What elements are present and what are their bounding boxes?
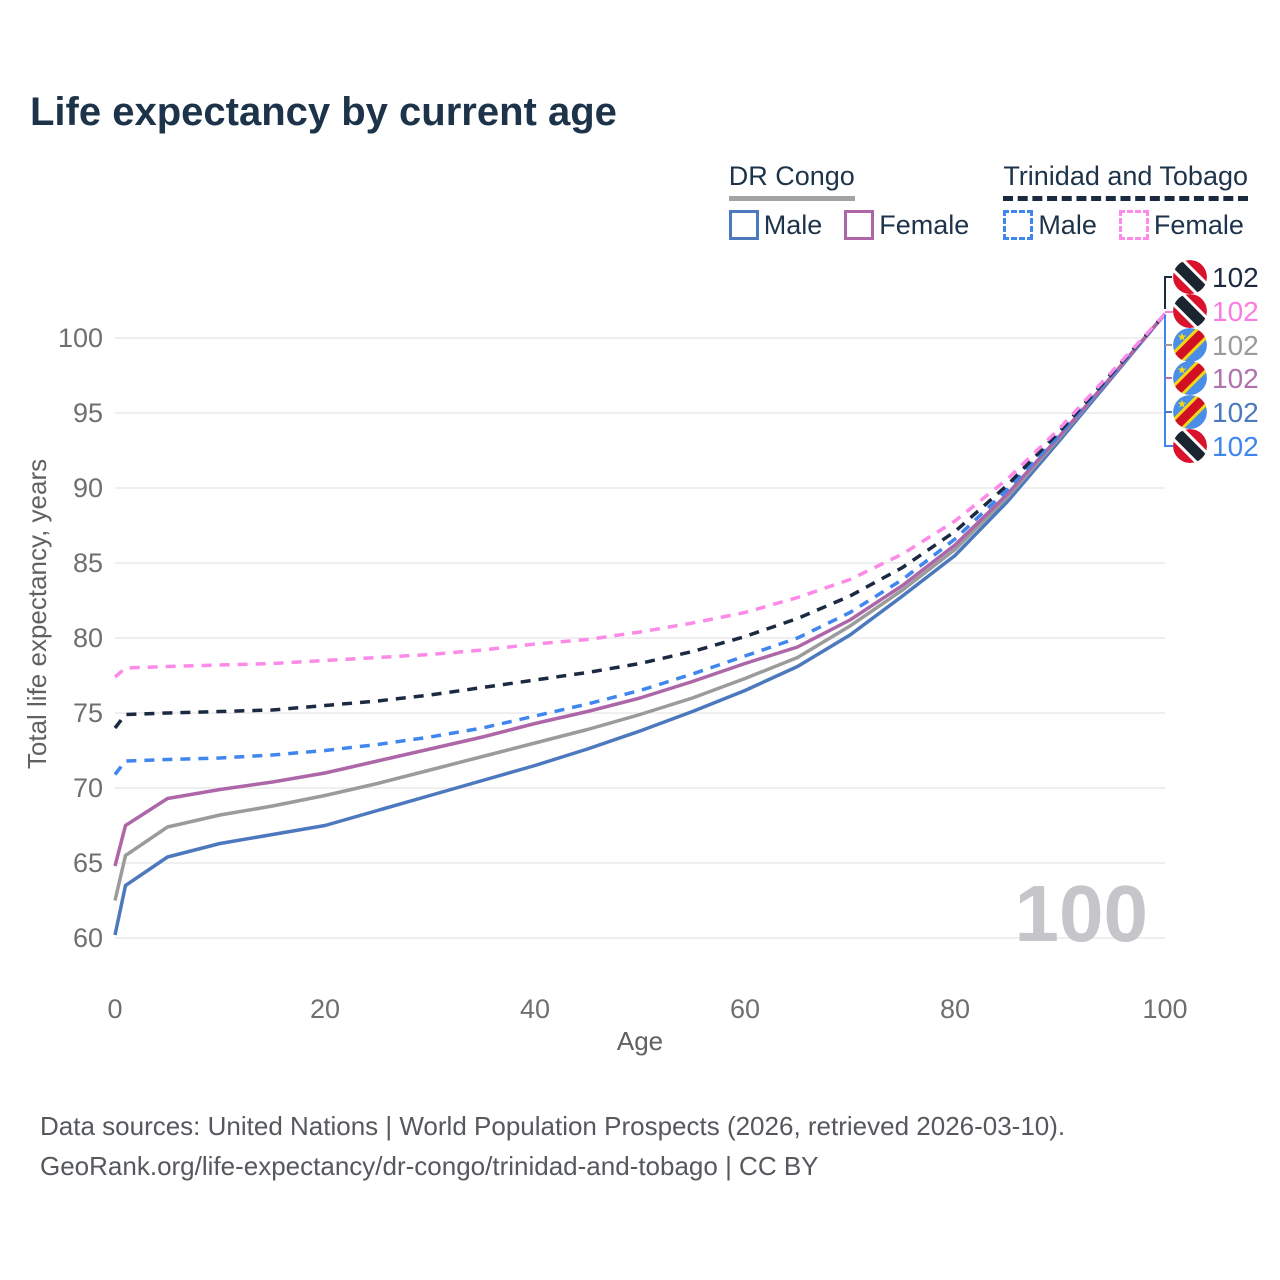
legend-item-label: Male bbox=[1038, 209, 1097, 240]
y-tick-label: 90 bbox=[73, 473, 103, 503]
legend-item-dr-congo-male[interactable]: Male bbox=[728, 209, 823, 241]
footer-line-2: GeoRank.org/life-expectancy/dr-congo/tri… bbox=[40, 1151, 819, 1181]
end-value-label: 102 bbox=[1212, 363, 1259, 394]
data-sources-footer: Data sources: United Nations | World Pop… bbox=[40, 1106, 1065, 1186]
end-value-label: 102 bbox=[1212, 431, 1259, 462]
legend-header-trinidad-and-tobago: Trinidad and Tobago bbox=[1003, 161, 1248, 201]
leader-line bbox=[1164, 315, 1173, 447]
x-axis-title: Age bbox=[617, 1026, 663, 1056]
y-tick-label: 70 bbox=[73, 773, 103, 803]
series-line-trinidad-and-tobago-both bbox=[113, 312, 1167, 730]
x-tick-label: 0 bbox=[107, 994, 122, 1024]
dashed-line-swatch-icon bbox=[1118, 210, 1149, 241]
legend-group-dr-congo: DR Congo Male Female bbox=[728, 161, 969, 241]
y-tick-label: 80 bbox=[73, 623, 103, 653]
series-line-dr-congo-female bbox=[113, 312, 1167, 867]
y-tick-label: 100 bbox=[58, 323, 103, 353]
end-value-label: 102 bbox=[1212, 262, 1259, 293]
legend-header-dr-congo: DR Congo bbox=[728, 161, 855, 201]
y-tick-label: 60 bbox=[73, 923, 103, 953]
dr-congo-flag-icon bbox=[1166, 388, 1213, 435]
footer-line-1: Data sources: United Nations | World Pop… bbox=[40, 1111, 1066, 1141]
y-tick-label: 85 bbox=[73, 548, 103, 578]
legend-item-trinidad-male[interactable]: Male bbox=[1003, 210, 1097, 241]
legend-item-label: Female bbox=[879, 209, 970, 240]
age-counter-watermark: 100 bbox=[1015, 869, 1148, 958]
x-tick-label: 80 bbox=[940, 994, 970, 1024]
y-axis-title: Total life expectancy, years bbox=[22, 459, 52, 769]
leader-line bbox=[1164, 276, 1172, 309]
y-tick-label: 75 bbox=[73, 698, 103, 728]
dashed-line-swatch-icon bbox=[1003, 210, 1034, 241]
end-value-label: 102 bbox=[1212, 397, 1259, 428]
series-line-trinidad-and-tobago-female bbox=[113, 312, 1167, 679]
line-swatch-icon bbox=[844, 210, 875, 241]
end-value-label: 102 bbox=[1212, 330, 1259, 361]
legend-item-label: Female bbox=[1153, 209, 1244, 240]
legend-group-trinidad-and-tobago: Trinidad and Tobago Male Female bbox=[1003, 161, 1248, 241]
legend-item-trinidad-female[interactable]: Female bbox=[1118, 209, 1244, 241]
dr-congo-flag-icon bbox=[1166, 354, 1213, 401]
legend-item-dr-congo-female[interactable]: Female bbox=[844, 210, 969, 241]
page-title: Life expectancy by current age bbox=[30, 90, 617, 134]
y-tick-label: 95 bbox=[73, 398, 103, 428]
legend: DR Congo Male Female Trinidad and Tobago… bbox=[728, 161, 1248, 241]
x-tick-label: 60 bbox=[730, 994, 760, 1024]
end-value-label: 102 bbox=[1212, 296, 1259, 327]
y-tick-label: 65 bbox=[73, 848, 103, 878]
legend-item-label: Male bbox=[763, 209, 823, 240]
series-line-dr-congo-both bbox=[113, 312, 1167, 901]
x-tick-label: 100 bbox=[1142, 994, 1187, 1024]
x-tick-label: 20 bbox=[310, 994, 340, 1024]
series-line-dr-congo-male bbox=[113, 312, 1167, 936]
series-line-trinidad-and-tobago-male bbox=[113, 312, 1167, 776]
line-swatch-icon bbox=[728, 210, 759, 241]
x-tick-label: 40 bbox=[520, 994, 550, 1024]
